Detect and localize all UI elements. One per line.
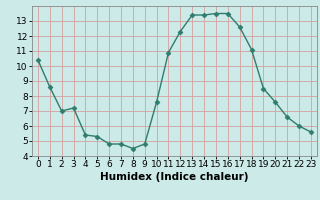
- X-axis label: Humidex (Indice chaleur): Humidex (Indice chaleur): [100, 172, 249, 182]
